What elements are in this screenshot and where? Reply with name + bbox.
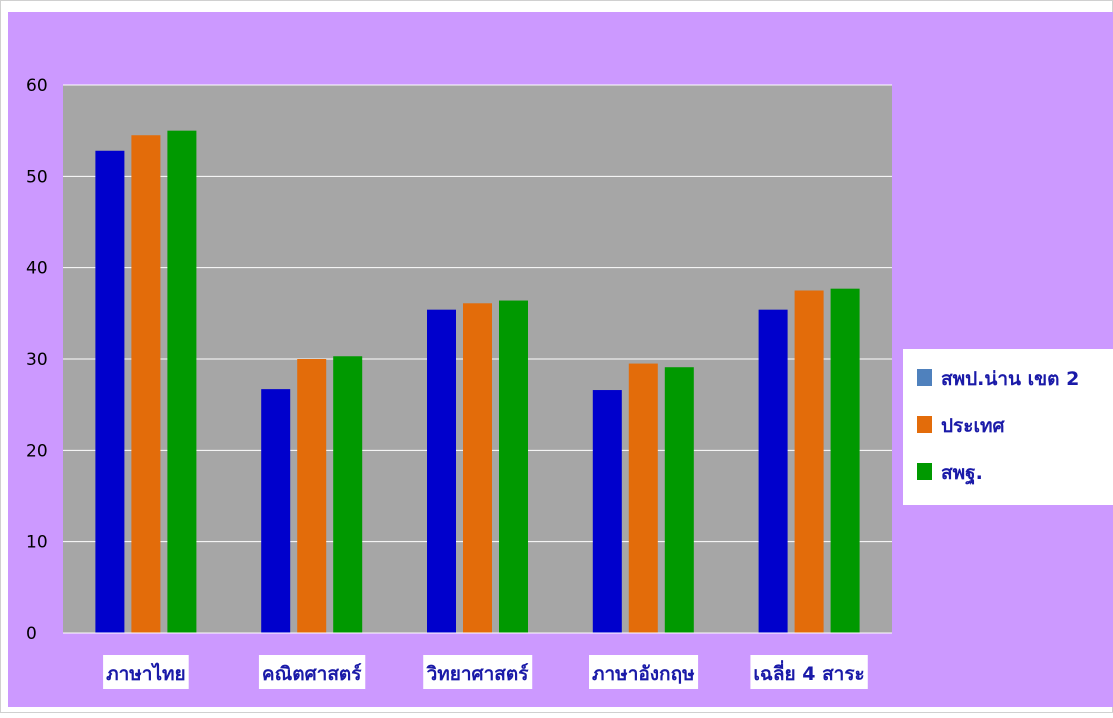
category-label-box xyxy=(588,655,699,689)
legend-swatch-1 xyxy=(917,369,932,386)
bar-series-2-1 xyxy=(131,135,161,633)
bar-series-1-3 xyxy=(427,309,456,633)
legend-label-1: สพป.น่าน เขต 2 xyxy=(941,368,1079,390)
category-label-text: คณิตศาสตร์ xyxy=(262,663,362,685)
y-tick-label: 50 xyxy=(26,167,48,187)
bar-series-1-1 xyxy=(95,150,125,633)
category-label-text: ภาษาอังกฤษ xyxy=(592,663,695,685)
bar-series-2-3 xyxy=(463,303,492,633)
legend-swatch-2 xyxy=(917,416,932,433)
category-label-2: คณิตศาสตร์ xyxy=(258,655,366,689)
category-label-box xyxy=(258,655,366,689)
bar-series-1-4 xyxy=(592,390,622,633)
bar-series-group xyxy=(95,130,860,633)
y-tick-label: 10 xyxy=(26,533,48,553)
bar-series-3-5 xyxy=(830,288,860,633)
category-label-box xyxy=(103,655,189,689)
y-tick-label: 40 xyxy=(26,259,48,279)
legend-label-3: สพฐ. xyxy=(941,462,983,486)
legend-label-2: ประเทศ xyxy=(941,415,1005,437)
bar-series-2-5 xyxy=(794,290,824,633)
legend-box xyxy=(903,349,1113,505)
bar-series-1-5 xyxy=(758,309,788,633)
category-label-1: ภาษาไทย xyxy=(103,655,189,689)
category-label-3: วิทยาศาสตร์ xyxy=(423,655,533,689)
category-label-box xyxy=(750,655,868,689)
legend-swatch-3 xyxy=(917,463,932,480)
y-tick-label: 30 xyxy=(26,350,48,370)
bar-series-2-4 xyxy=(628,363,658,633)
category-label-text: เฉลี่ย 4 สาระ xyxy=(753,660,864,685)
bar-series-1-2 xyxy=(261,389,291,633)
bar-series-3-3 xyxy=(499,300,528,633)
bar-series-3-1 xyxy=(167,130,197,633)
y-tick-label: 20 xyxy=(26,441,48,461)
category-label-box xyxy=(423,655,533,689)
bar-series-3-4 xyxy=(664,367,694,633)
y-tick-label: 0 xyxy=(26,624,37,644)
category-label-text: ภาษาไทย xyxy=(106,662,186,685)
x-axis-category-labels: ภาษาไทย คณิตศาสตร์ วิทยาศาสตร์ ภาษาอังกฤษ เฉ… xyxy=(103,655,868,689)
category-label-4: ภาษาอังกฤษ xyxy=(588,655,699,689)
category-label-text: วิทยาศาสตร์ xyxy=(426,663,529,685)
y-axis-tick-labels: 0 10 20 30 40 50 60 xyxy=(26,76,48,644)
bar-series-3-2 xyxy=(333,356,363,633)
y-tick-label: 60 xyxy=(26,76,48,96)
category-label-5: เฉลี่ย 4 สาระ xyxy=(750,655,868,689)
bar-series-2-2 xyxy=(297,359,327,633)
